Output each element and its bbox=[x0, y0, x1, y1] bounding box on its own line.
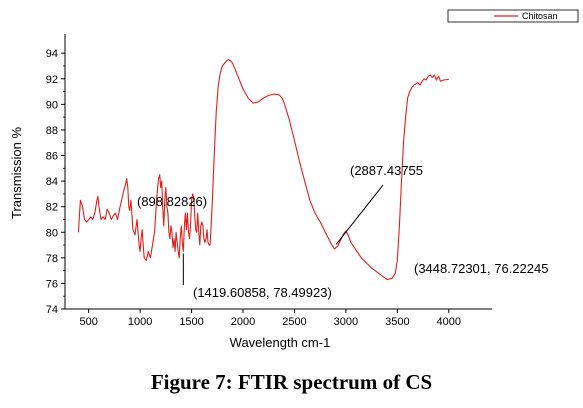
y-tick-label: 88 bbox=[46, 125, 58, 137]
y-tick-label: 92 bbox=[46, 74, 58, 86]
x-tick-label: 2500 bbox=[282, 316, 306, 328]
y-tick-label: 74 bbox=[46, 304, 58, 316]
annotations: (898.82826) (1419.60858, 78.49923) (2887.4… bbox=[137, 163, 548, 300]
y-tick-label: 94 bbox=[46, 48, 58, 60]
plot-area bbox=[77, 59, 449, 281]
x-tick-label: 2000 bbox=[231, 316, 255, 328]
x-axis-title: Wavelength cm-1 bbox=[230, 335, 331, 350]
annotation-1419: (1419.60858, 78.49923) bbox=[193, 285, 332, 300]
y-tick-label: 90 bbox=[46, 99, 58, 111]
y-tick-label: 86 bbox=[46, 151, 58, 163]
annotation-2887-leader bbox=[335, 184, 384, 245]
legend: Chitosan bbox=[447, 9, 579, 23]
y-tick-label: 76 bbox=[46, 278, 58, 290]
x-tick-label: 3500 bbox=[385, 316, 409, 328]
x-tick-label: 3000 bbox=[334, 316, 358, 328]
annotation-3448: (3448.72301, 76.22245 bbox=[414, 261, 548, 276]
x-tick-label: 1500 bbox=[179, 316, 203, 328]
legend-label-chitosan: Chitosan bbox=[522, 11, 558, 21]
x-tick-label: 500 bbox=[79, 316, 97, 328]
y-tick-label: 82 bbox=[46, 202, 58, 214]
x-tick-label: 4000 bbox=[437, 316, 461, 328]
y-tick-label: 84 bbox=[46, 176, 58, 188]
y-tick-label: 80 bbox=[46, 227, 58, 239]
ftir-chart: 500 1000 1500 2000 2500 3000 3500 4000 74 76 78 80 8… bbox=[9, 9, 579, 350]
annotation-2887: (2887.43755 bbox=[350, 163, 423, 178]
y-tick-label: 78 bbox=[46, 253, 58, 265]
axes: 500 1000 1500 2000 2500 3000 3500 4000 74 76 78 80 8… bbox=[46, 34, 492, 328]
x-tick-label: 1000 bbox=[128, 316, 152, 328]
y-axis-title: Transmission % bbox=[9, 127, 24, 219]
series-line-chitosan bbox=[77, 59, 449, 281]
figure-caption: Figure 7: FTIR spectrum of CS bbox=[150, 370, 433, 394]
annotation-898: (898.82826) bbox=[137, 194, 207, 209]
